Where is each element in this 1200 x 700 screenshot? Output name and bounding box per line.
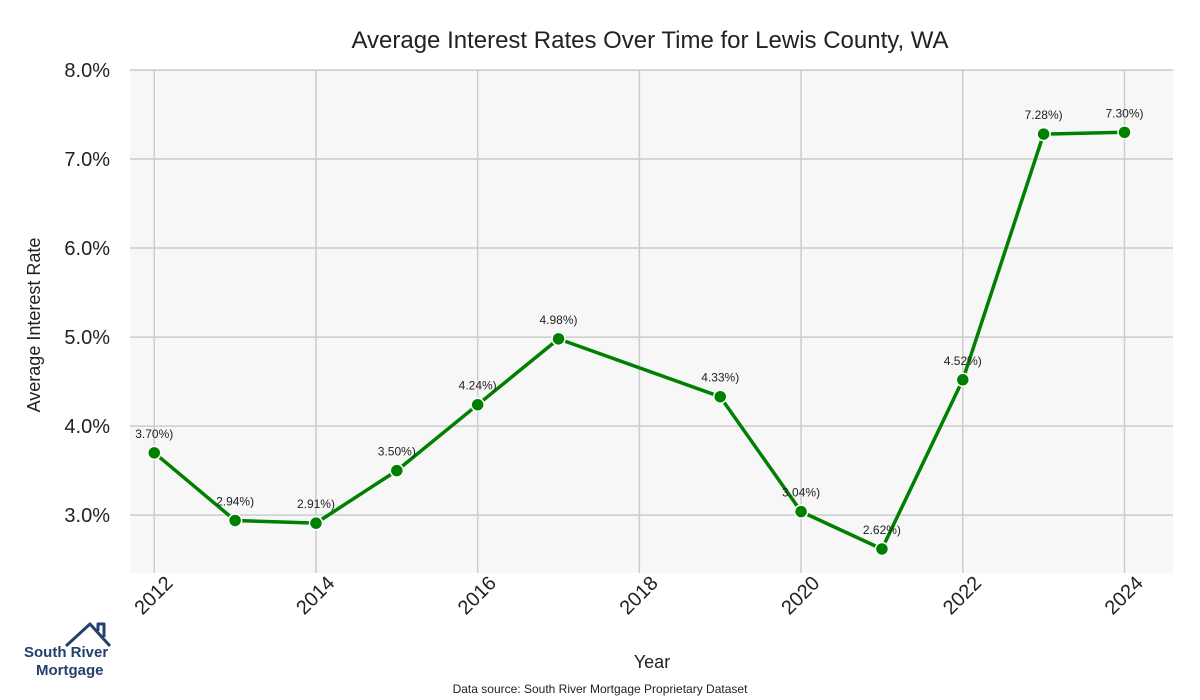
data-label: 3.50%) <box>378 445 416 459</box>
y-axis-ticks: 3.0% 4.0% 5.0% 6.0% 7.0% 8.0% <box>64 60 110 527</box>
x-tick-label: 2022 <box>939 572 986 619</box>
data-label: 7.30%) <box>1105 106 1143 120</box>
data-label: 4.98%) <box>540 313 578 327</box>
data-point <box>227 513 243 528</box>
plot-area <box>130 70 1173 573</box>
house-roof-icon <box>64 622 112 648</box>
x-axis-ticks: 2012 2014 2016 2018 2020 2022 2024 <box>131 572 1148 619</box>
logo-line-2: Mortgage <box>36 662 104 679</box>
x-tick-label: 2016 <box>454 572 501 619</box>
y-tick-label: 8.0% <box>64 60 110 82</box>
x-tick-label: 2018 <box>616 572 663 619</box>
x-tick-label: 2024 <box>1101 572 1148 619</box>
data-point <box>1036 126 1051 142</box>
data-label: 3.70%) <box>135 427 173 441</box>
data-label: 3.04%) <box>782 486 820 500</box>
y-tick-label: 6.0% <box>64 238 110 260</box>
data-point <box>1117 125 1132 140</box>
x-tick-label: 2014 <box>292 572 339 619</box>
series-line <box>152 130 1127 551</box>
data-label: 4.33%) <box>701 371 739 385</box>
y-axis-label: Average Interest Rate <box>24 238 44 413</box>
data-label: 4.24%) <box>459 379 497 393</box>
data-point <box>147 445 162 461</box>
grid-lines <box>130 69 1173 573</box>
data-point <box>551 331 566 347</box>
logo-line-1: South River <box>24 644 108 661</box>
data-label: 2.94%) <box>216 494 254 508</box>
data-point <box>470 397 485 412</box>
data-label: 2.91%) <box>297 497 335 511</box>
y-tick-label: 7.0% <box>64 149 110 171</box>
x-axis-label: Year <box>634 652 670 672</box>
data-point <box>712 389 728 404</box>
data-point <box>389 463 405 478</box>
data-point <box>874 541 890 557</box>
chart-title: Average Interest Rates Over Time for Lew… <box>351 27 948 54</box>
x-tick-label: 2020 <box>777 572 824 619</box>
y-tick-label: 5.0% <box>64 327 110 349</box>
source-note: Data source: South River Mortgage Propri… <box>453 682 748 696</box>
data-point <box>793 504 809 519</box>
series-layer: 3.70%) 2.94%) 2.91%) 3.50%) 4.24%) 4.98%) 4.33… <box>135 106 1144 557</box>
x-tick-label: 2012 <box>131 572 178 619</box>
company-logo: South River Mortgage <box>24 622 112 679</box>
data-label: 2.62%) <box>863 523 901 537</box>
y-tick-label: 4.0% <box>64 416 110 438</box>
data-label: 4.52%) <box>944 354 982 368</box>
data-label: 7.28%) <box>1025 108 1063 122</box>
y-tick-label: 3.0% <box>64 505 110 527</box>
data-point <box>308 515 324 531</box>
data-point <box>955 372 971 388</box>
